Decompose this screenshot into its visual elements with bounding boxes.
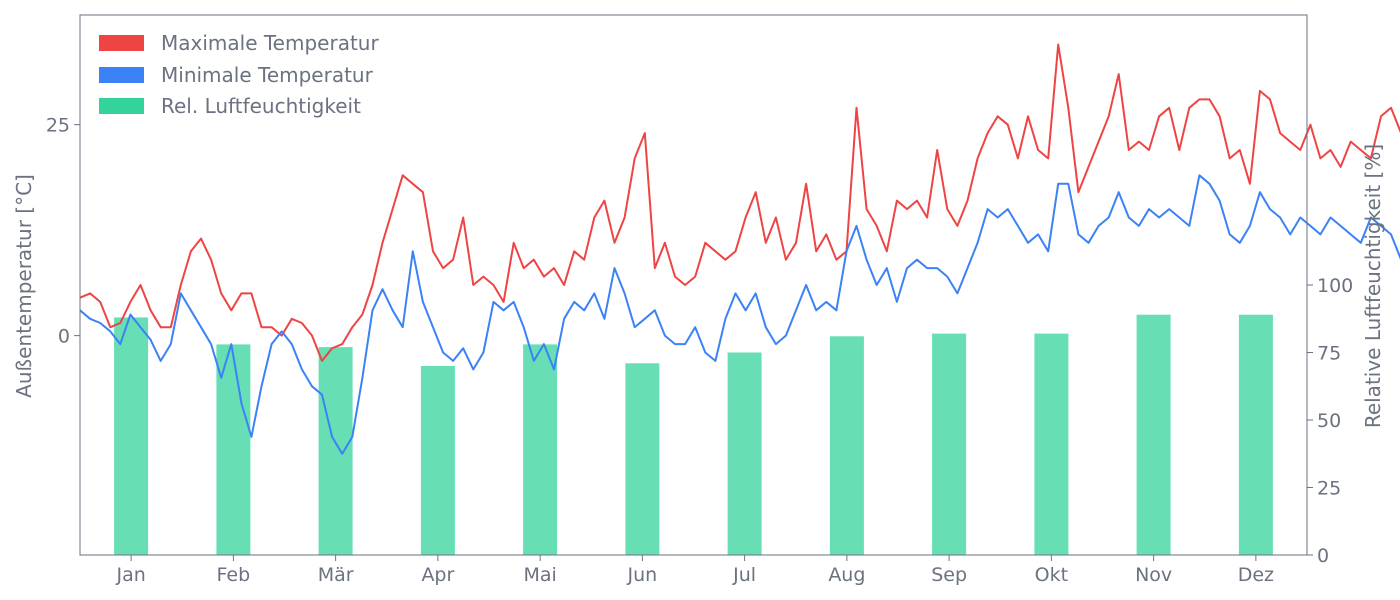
humidity-bar: [1136, 314, 1171, 555]
x-axis-tick-label: Nov: [1135, 564, 1172, 586]
humidity-bar: [932, 333, 967, 555]
max-temperature-line: [79, 43, 1400, 362]
humidity-bars-layer: [114, 314, 1273, 555]
humidity-bar: [829, 336, 864, 555]
humidity-bar: [1034, 333, 1069, 555]
humidity-bar: [216, 344, 251, 555]
humidity-bar: [420, 366, 455, 555]
right-axis-tick-label: 50: [1317, 410, 1341, 432]
x-axis: Jan Feb Mär Apr Mai Jun Jul Aug Sep Okt Nov Dez: [115, 555, 1274, 586]
x-axis-tick-label: Jul: [732, 564, 756, 586]
left-axis-title: Außentemperatur [°C]: [12, 174, 36, 398]
x-axis-tick-label: Mai: [523, 564, 556, 586]
right-axis-tick-label: 75: [1317, 343, 1341, 365]
x-axis-tick-label: Mär: [318, 564, 354, 586]
humidity-bar: [625, 363, 660, 555]
humidity-bar: [727, 352, 762, 555]
humidity-bar: [1238, 314, 1273, 555]
humidity-bar: [114, 317, 149, 555]
humidity-bar: [318, 347, 353, 555]
x-axis-tick-label: Jan: [115, 564, 145, 586]
legend-label-max-temp: Maximale Temperatur: [161, 31, 379, 55]
x-axis-tick-label: Apr: [421, 564, 454, 586]
x-axis-tick-label: Dez: [1238, 564, 1274, 586]
left-axis: 0 25: [46, 115, 80, 348]
temperature-lines-layer: [79, 43, 1400, 455]
x-axis-tick-label: Sep: [931, 564, 967, 586]
x-axis-tick-label: Feb: [217, 564, 251, 586]
x-axis-tick-label: Okt: [1035, 564, 1068, 586]
x-axis-tick-label: Jun: [627, 564, 658, 586]
legend-label-min-temp: Minimale Temperatur: [161, 63, 374, 87]
right-axis-tick-label: 0: [1317, 545, 1329, 567]
min-temperature-line: [79, 174, 1400, 455]
legend-swatch-min-temp: [99, 67, 144, 83]
right-axis-title: Relative Luftfeuchtigkeit [%]: [1361, 144, 1385, 428]
legend: Maximale Temperatur Minimale Temperatur …: [99, 31, 379, 118]
legend-swatch-humidity: [99, 98, 144, 114]
left-axis-tick-label: 0: [58, 326, 70, 348]
right-axis: 0 25 50 75 100: [1307, 275, 1353, 567]
right-axis-tick-label: 100: [1317, 275, 1353, 297]
legend-label-humidity: Rel. Luftfeuchtigkeit: [161, 94, 361, 118]
x-axis-tick-label: Aug: [828, 564, 865, 586]
legend-swatch-max-temp: [99, 35, 144, 51]
left-axis-tick-label: 25: [46, 115, 70, 137]
humidity-bar: [523, 344, 558, 555]
right-axis-tick-label: 25: [1317, 478, 1341, 500]
